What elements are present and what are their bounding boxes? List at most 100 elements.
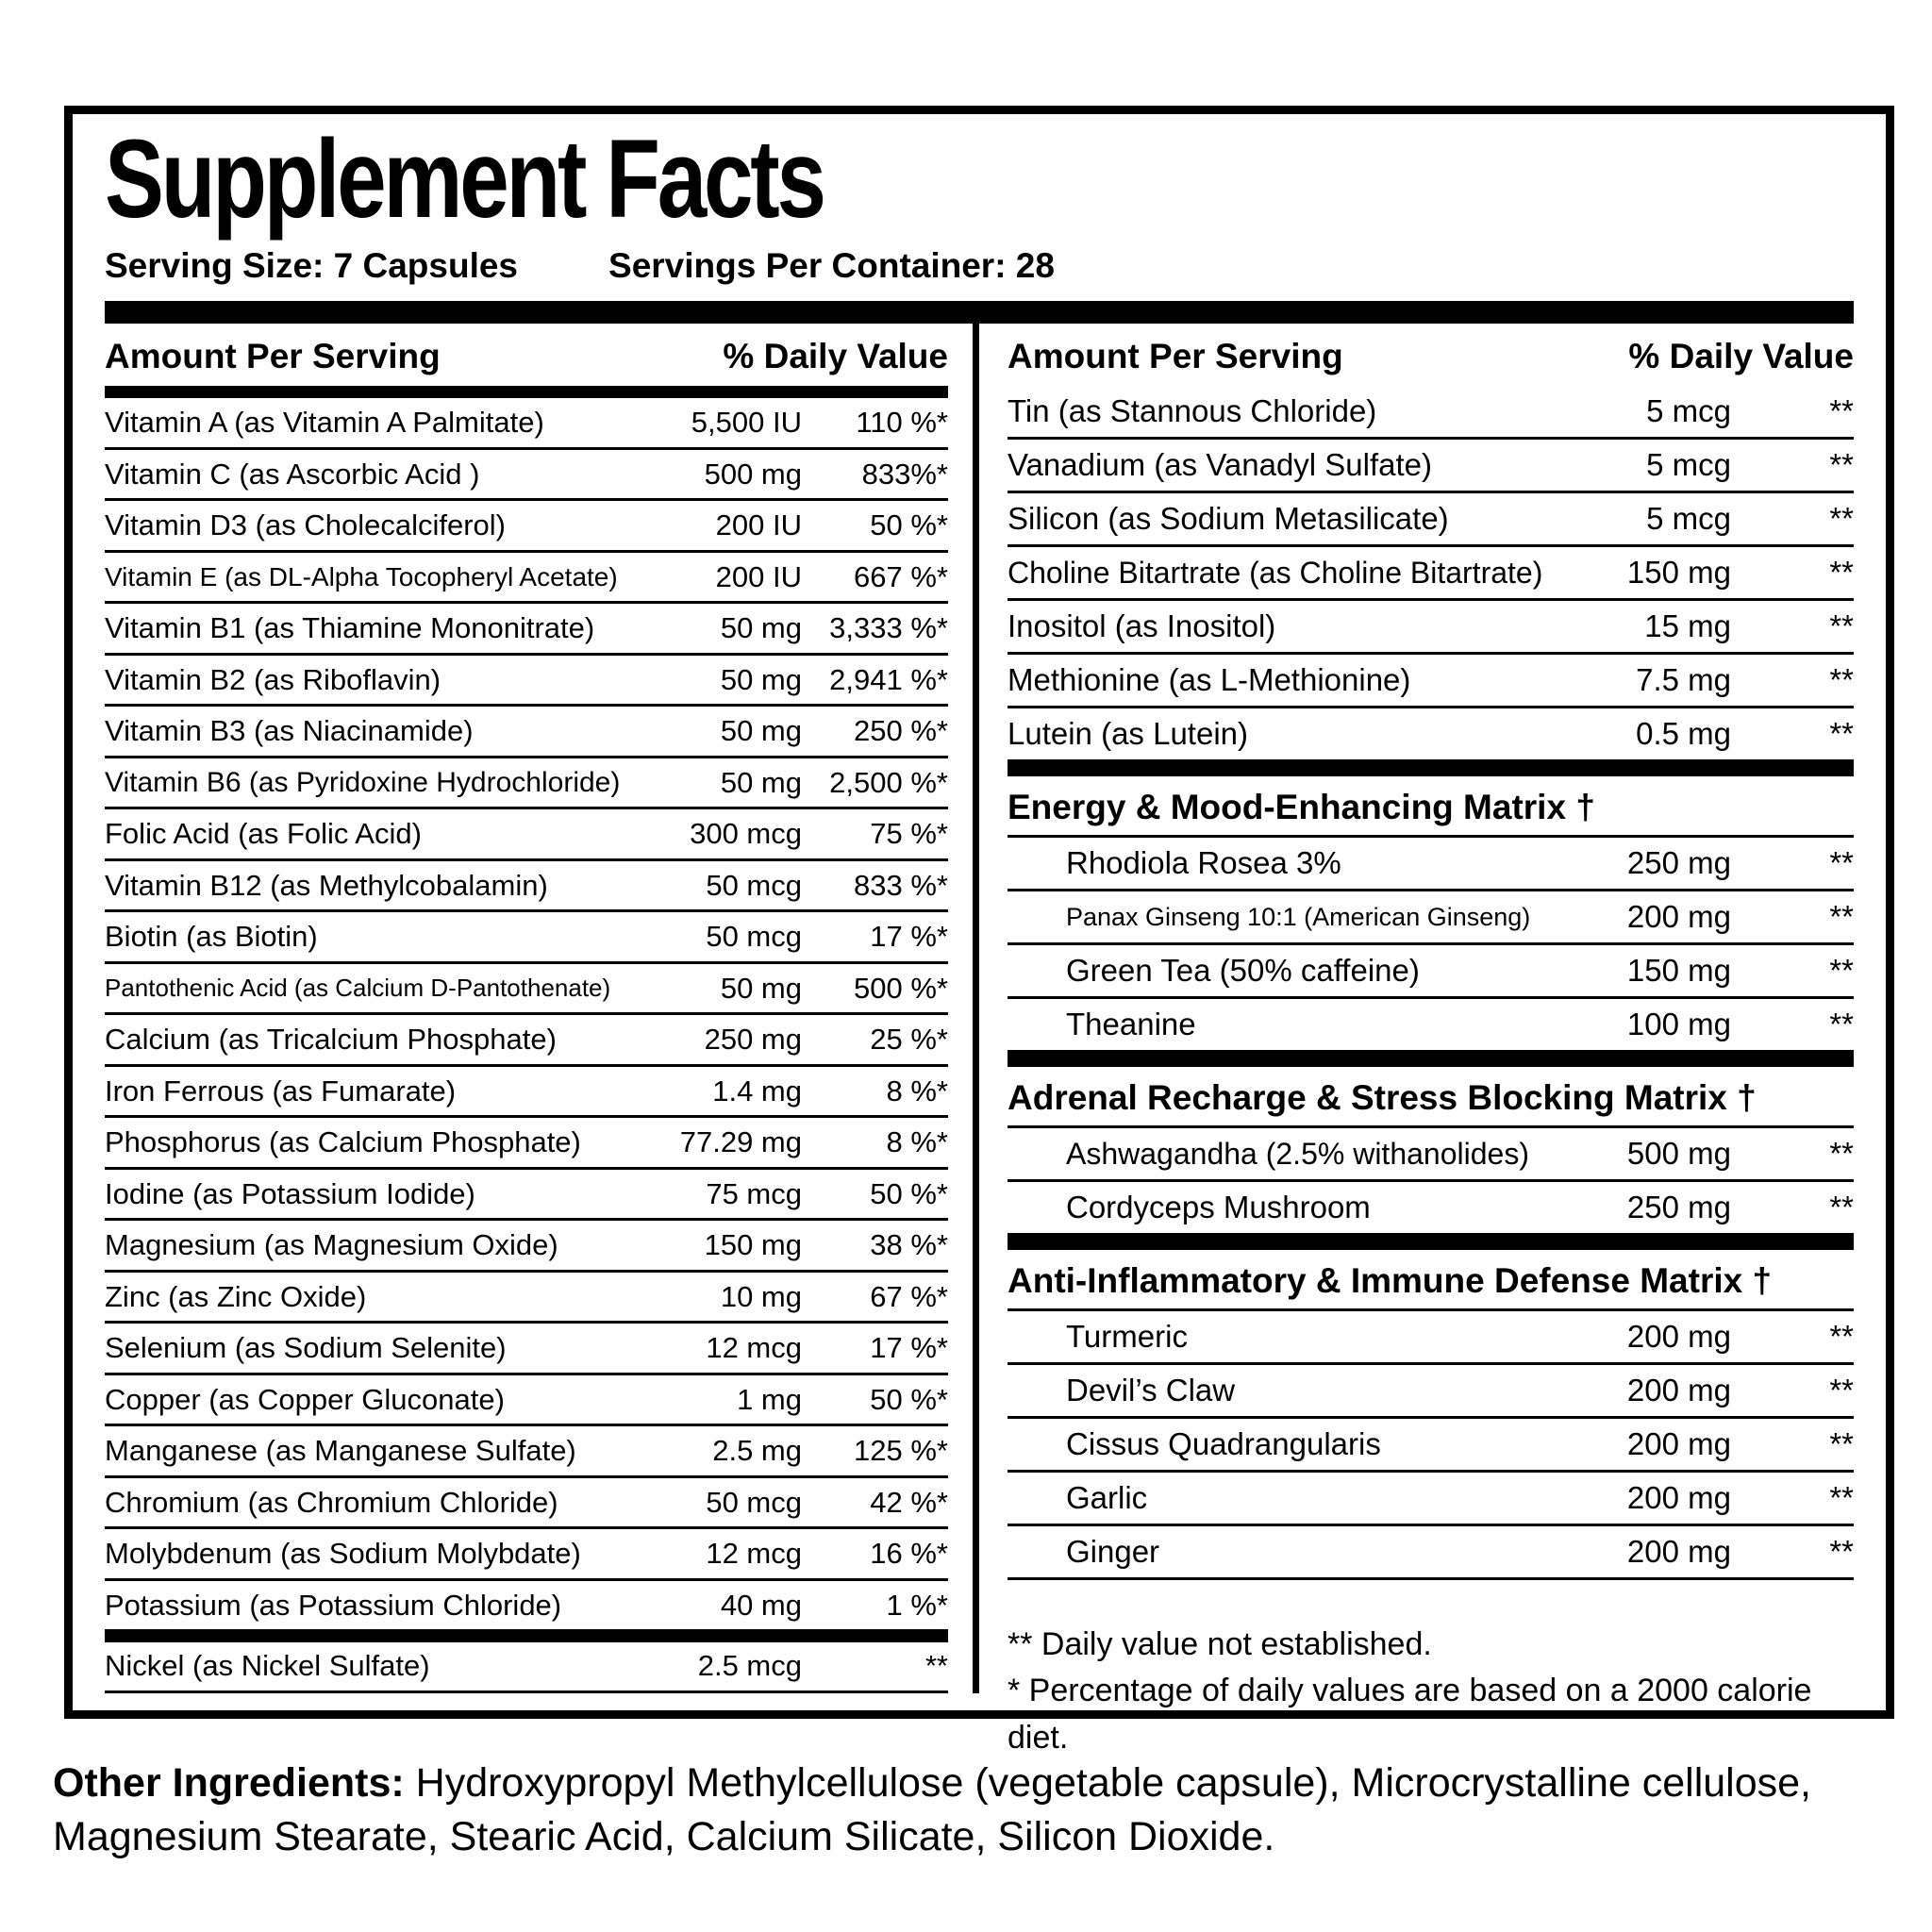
ingredient-amount: 40 mg [720, 1588, 802, 1622]
ingredient-daily-value: 42 %* [870, 1485, 948, 1519]
ingredient-daily-value: 16 %* [870, 1537, 948, 1571]
table-row: Garlic 200 mg ** [1008, 1473, 1854, 1526]
header-divider [105, 386, 948, 399]
ingredient-daily-value: ** [924, 1649, 948, 1683]
matrix-title: Anti-Inflammatory & Immune Defense Matri… [1008, 1250, 1854, 1311]
ingredient-daily-value: 38 %* [870, 1228, 948, 1262]
ingredient-amount: 200 mg [1626, 1534, 1731, 1569]
table-row: Potassium (as Potassium Chloride) 40 mg … [105, 1581, 948, 1633]
ingredient-daily-value: ** [1829, 447, 1854, 482]
table-row: Devil’s Claw 200 mg ** [1008, 1365, 1854, 1419]
serving-info: Serving Size: 7 Capsules Servings Per Co… [105, 246, 1854, 286]
daily-value-header: % Daily Value [723, 337, 948, 375]
ingredient-daily-value: ** [1829, 1373, 1854, 1407]
ingredient-name: Turmeric [1066, 1319, 1188, 1354]
ingredient-name: Phosphorus (as Calcium Phosphate) [105, 1125, 581, 1159]
ingredient-name: Vitamin C (as Ascorbic Acid ) [105, 457, 480, 491]
ingredient-amount: 7.5 mg [1636, 662, 1731, 697]
ingredient-daily-value: ** [1829, 393, 1854, 428]
ingredient-daily-value: 17 %* [870, 920, 948, 954]
ingredient-name: Folic Acid (as Folic Acid) [105, 817, 422, 851]
ingredient-name: Methionine (as L-Methionine) [1008, 662, 1411, 697]
table-row: Magnesium (as Magnesium Oxide) 150 mg 38… [105, 1221, 948, 1273]
ingredient-amount: 500 mg [1626, 1136, 1731, 1171]
ingredient-amount: 1.4 mg [712, 1074, 802, 1108]
ingredient-amount: 50 mg [720, 611, 802, 645]
ingredient-amount: 5,500 IU [691, 406, 802, 440]
ingredient-amount: 250 mg [704, 1023, 802, 1057]
matrix-section-anti-inflammatory-immune: Anti-Inflammatory & Immune Defense Matri… [1008, 1236, 1854, 1580]
serving-size: Serving Size: 7 Capsules [105, 246, 519, 285]
ingredient-name: Chromium (as Chromium Chloride) [105, 1485, 558, 1519]
table-row: Vitamin B1 (as Thiamine Mononitrate) 50 … [105, 604, 948, 656]
table-row: Zinc (as Zinc Oxide) 10 mg 67 %* [105, 1273, 948, 1324]
matrix-title: Adrenal Recharge & Stress Blocking Matri… [1008, 1067, 1854, 1128]
ingredient-daily-value: 667 %* [854, 559, 948, 593]
ingredient-name: Calcium (as Tricalcium Phosphate) [105, 1023, 557, 1057]
daily-value-header: % Daily Value [1628, 337, 1854, 375]
table-row: Vitamin D3 (as Cholecalciferol) 200 IU 5… [105, 501, 948, 553]
ingredient-amount: 2.5 mcg [697, 1649, 802, 1683]
ingredient-daily-value: 1 %* [886, 1588, 948, 1622]
ingredient-name: Vitamin A (as Vitamin A Palmitate) [105, 406, 544, 440]
matrix-rows: Ashwagandha (2.5% withanolides) 500 mg *… [1008, 1128, 1854, 1236]
other-ingredients-label: Other Ingredients: [53, 1760, 405, 1806]
ingredient-daily-value: 8 %* [886, 1074, 948, 1108]
ingredient-amount: 150 mg [1626, 953, 1731, 988]
ingredient-amount: 200 mg [1626, 1480, 1731, 1515]
left-rows: Vitamin A (as Vitamin A Palmitate) 5,500… [105, 398, 948, 1633]
ingredient-daily-value: 2,500 %* [829, 765, 948, 799]
ingredient-amount: 0.5 mg [1636, 716, 1731, 751]
table-row: Cissus Quadrangularis 200 mg ** [1008, 1419, 1854, 1473]
ingredient-amount: 200 mg [1626, 1319, 1731, 1354]
table-row: Copper (as Copper Gluconate) 1 mg 50 %* [105, 1375, 948, 1427]
ingredient-daily-value: 833%* [861, 457, 948, 491]
ingredient-daily-value: ** [1829, 1534, 1854, 1569]
table-row: Theanine 100 mg ** [1008, 999, 1854, 1053]
table-row: Inositol (as Inositol) 15 mg ** [1008, 601, 1854, 655]
divider-thick [1008, 1236, 1854, 1250]
ingredient-name: Vitamin B3 (as Niacinamide) [105, 714, 474, 748]
ingredient-amount: 2.5 mg [712, 1434, 802, 1468]
ingredient-amount: 200 IU [715, 559, 802, 593]
table-row: Calcium (as Tricalcium Phosphate) 250 mg… [105, 1015, 948, 1067]
ingredient-amount: 50 mg [720, 662, 802, 696]
ingredient-amount: 75 mcg [706, 1176, 802, 1210]
page-title: Supplement Facts [105, 117, 826, 242]
table-row: Molybdenum (as Sodium Molybdate) 12 mcg … [105, 1529, 948, 1581]
left-column-header: Amount Per Serving % Daily Value [105, 324, 948, 386]
ingredient-amount: 50 mcg [706, 868, 802, 902]
supplement-facts-panel: Supplement Facts Serving Size: 7 Capsule… [64, 106, 1894, 1756]
table-row: Biotin (as Biotin) 50 mcg 17 %* [105, 912, 948, 964]
matrix-title: Energy & Mood-Enhancing Matrix † [1008, 776, 1854, 838]
ingredient-amount: 200 IU [715, 508, 802, 542]
footnotes: ** Daily value not established. * Percen… [1008, 1622, 1854, 1761]
ingredient-name: Selenium (as Sodium Selenite) [105, 1331, 507, 1365]
divider-thick [1008, 1053, 1854, 1067]
ingredient-name: Molybdenum (as Sodium Molybdate) [105, 1537, 581, 1571]
ingredient-daily-value: 25 %* [870, 1023, 948, 1057]
servings-per-container: Servings Per Container: 28 [608, 246, 1055, 285]
right-column: Amount Per Serving % Daily Value Tin (as… [979, 324, 1854, 1756]
ingredient-amount: 12 mcg [706, 1537, 802, 1571]
ingredient-daily-value: 8 %* [886, 1125, 948, 1159]
ingredient-daily-value: 17 %* [870, 1331, 948, 1365]
ingredient-amount: 50 mg [720, 971, 802, 1005]
table-row: Pantothenic Acid (as Calcium D-Pantothen… [105, 964, 948, 1016]
table-row: Nickel (as Nickel Sulfate) 2.5 mcg ** [105, 1642, 948, 1693]
ingredient-daily-value: 250 %* [854, 714, 948, 748]
ingredient-daily-value: 125 %* [854, 1434, 948, 1468]
divider-thick [105, 1632, 948, 1642]
ingredient-daily-value: 833 %* [854, 868, 948, 902]
ingredient-amount: 200 mg [1626, 1373, 1731, 1407]
ingredient-name: Green Tea (50% caffeine) [1066, 953, 1420, 988]
ingredient-name: Silicon (as Sodium Metasilicate) [1008, 501, 1449, 536]
ingredient-daily-value: ** [1829, 716, 1854, 751]
ingredient-amount: 50 mg [720, 714, 802, 748]
table-row: Vitamin E (as DL-Alpha Tocopheryl Acetat… [105, 553, 948, 605]
ingredient-name: Magnesium (as Magnesium Oxide) [105, 1228, 558, 1262]
ingredient-name: Panax Ginseng 10:1 (American Ginseng) [1066, 902, 1531, 931]
ingredient-name: Lutein (as Lutein) [1008, 716, 1248, 751]
ingredient-daily-value: 50 %* [870, 1176, 948, 1210]
ingredient-amount: 150 mg [1626, 555, 1731, 590]
